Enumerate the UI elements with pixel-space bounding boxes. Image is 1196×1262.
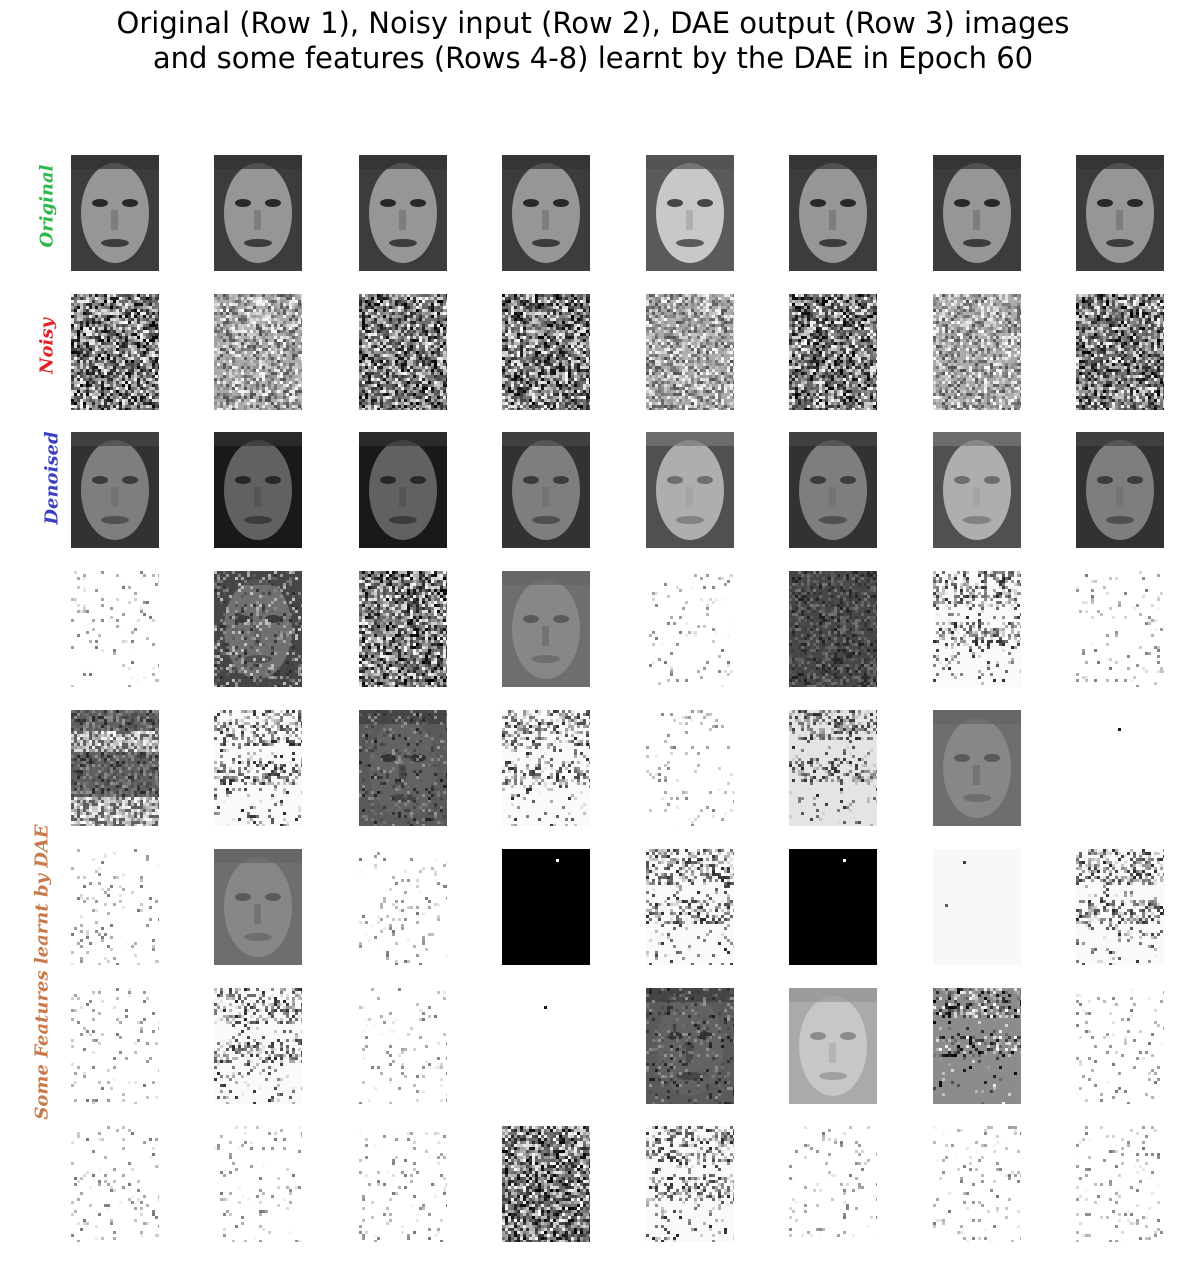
feature-image-r7-c4 (502, 988, 590, 1104)
feature-image-r4-c8 (1076, 571, 1164, 687)
noisy-image-r2-c3 (359, 294, 447, 410)
denoised-image-r3-c5 (646, 432, 734, 548)
feature-image-r5-c8 (1076, 710, 1164, 826)
feature-image-r8-c3 (359, 1126, 447, 1242)
feature-image-r5-c4 (502, 710, 590, 826)
feature-image-r5-c5 (646, 710, 734, 826)
feature-image-r7-c5 (646, 988, 734, 1104)
feature-image-r8-c4 (502, 1126, 590, 1242)
feature-image-r6-c6 (789, 849, 877, 965)
original-image-r1-c5 (646, 155, 734, 271)
feature-image-r7-c2 (214, 988, 302, 1104)
feature-image-r5-c1 (71, 710, 159, 826)
feature-image-r8-c5 (646, 1126, 734, 1242)
noisy-image-r2-c6 (789, 294, 877, 410)
denoised-image-r3-c3 (359, 432, 447, 548)
denoised-image-r3-c2 (214, 432, 302, 548)
feature-image-r5-c3 (359, 710, 447, 826)
feature-image-r4-c1 (71, 571, 159, 687)
noisy-image-r2-c1 (71, 294, 159, 410)
feature-image-r5-c2 (214, 710, 302, 826)
denoised-image-r3-c1 (71, 432, 159, 548)
feature-image-r7-c1 (71, 988, 159, 1104)
original-image-r1-c3 (359, 155, 447, 271)
original-image-r1-c6 (789, 155, 877, 271)
noisy-image-r2-c2 (214, 294, 302, 410)
feature-image-r6-c5 (646, 849, 734, 965)
original-image-r1-c7 (933, 155, 1021, 271)
feature-image-r6-c1 (71, 849, 159, 965)
original-image-r1-c2 (214, 155, 302, 271)
feature-image-r4-c5 (646, 571, 734, 687)
figure-title-line-2: and some features (Rows 4-8) learnt by t… (152, 41, 1034, 75)
original-image-r1-c4 (502, 155, 590, 271)
feature-image-r6-c8 (1076, 849, 1164, 965)
feature-image-r4-c3 (359, 571, 447, 687)
feature-image-r5-c7 (933, 710, 1021, 826)
feature-image-r4-c6 (789, 571, 877, 687)
denoised-image-r3-c7 (933, 432, 1021, 548)
feature-image-r4-c2 (214, 571, 302, 687)
denoised-image-r3-c6 (789, 432, 877, 548)
feature-image-r6-c2 (214, 849, 302, 965)
feature-image-r7-c6 (789, 988, 877, 1104)
denoised-image-r3-c4 (502, 432, 590, 548)
feature-image-r8-c8 (1076, 1126, 1164, 1242)
feature-image-r7-c3 (359, 988, 447, 1104)
noisy-image-r2-c8 (1076, 294, 1164, 410)
feature-image-r4-c4 (502, 571, 590, 687)
feature-image-r7-c7 (933, 988, 1021, 1104)
feature-image-r8-c6 (789, 1126, 877, 1242)
feature-image-r6-c4 (502, 849, 590, 965)
figure-title-line-1: Original (Row 1), Noisy input (Row 2), D… (116, 6, 1070, 40)
noisy-image-r2-c5 (646, 294, 734, 410)
original-image-r1-c1 (71, 155, 159, 271)
feature-image-r5-c6 (789, 710, 877, 826)
figure-title: Original (Row 1), Noisy input (Row 2), D… (0, 6, 1186, 76)
feature-image-r8-c7 (933, 1126, 1021, 1242)
noisy-image-r2-c4 (502, 294, 590, 410)
original-image-r1-c8 (1076, 155, 1164, 271)
feature-image-r8-c1 (71, 1126, 159, 1242)
feature-image-r6-c7 (933, 849, 1021, 965)
noisy-image-r2-c7 (933, 294, 1021, 410)
feature-image-r6-c3 (359, 849, 447, 965)
feature-image-r8-c2 (214, 1126, 302, 1242)
denoised-image-r3-c8 (1076, 432, 1164, 548)
feature-image-r4-c7 (933, 571, 1021, 687)
feature-image-r7-c8 (1076, 988, 1164, 1104)
